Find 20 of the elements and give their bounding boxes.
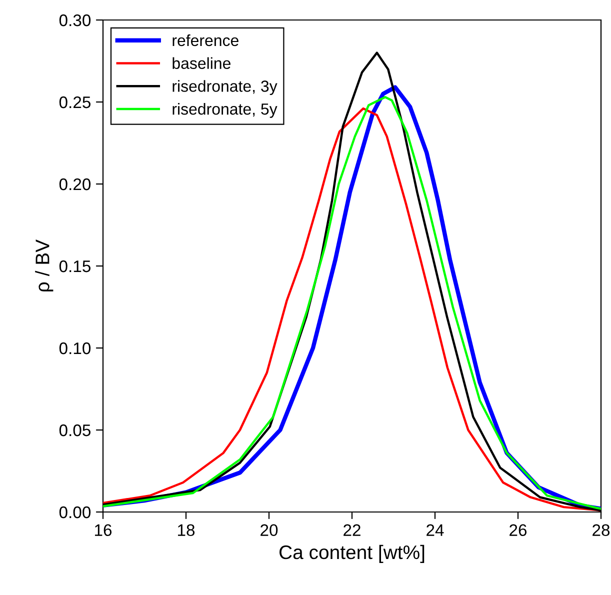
x-tick-label: 16 [95,524,112,536]
y-axis-title: ρ / BV [35,239,54,292]
x-tick-label: 28 [592,524,610,536]
y-tick-label: 0.15 [59,260,90,272]
y-tick-label: 0.30 [59,14,91,26]
x-axis-title: Ca content [wt%] [280,544,424,564]
y-tick-label: 0.25 [59,96,90,108]
y-tick-label: 0.10 [59,342,91,354]
legend-label: risedronate, 5y [172,103,278,118]
x-tick-label: 20 [260,524,278,536]
y-tick-label: 0.00 [59,506,91,518]
x-tick-label: 26 [510,524,527,536]
x-tick-label: 24 [426,524,444,536]
x-tick-label: 18 [178,524,195,536]
legend-label: reference [172,34,238,46]
x-tick-label: 22 [344,524,360,536]
y-tick-label: 0.05 [59,424,90,436]
y-tick-label: 0.20 [59,178,91,190]
legend-label: risedronate, 3y [172,80,278,96]
legend-label: baseline [172,57,230,69]
